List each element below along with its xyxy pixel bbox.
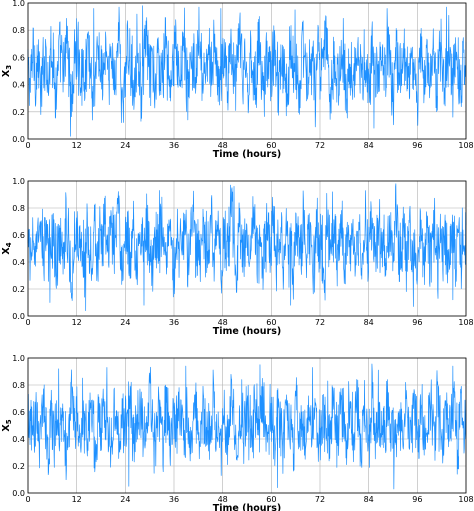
y-axis-subscript: 4 — [5, 242, 13, 247]
x-tick-label: 0 — [25, 318, 30, 327]
x-tick-label: 36 — [169, 495, 179, 504]
y-tick-labels: 0.0 0.2 0.4 0.6 0.8 1.0 — [12, 177, 25, 321]
y-tick-label: 0.0 — [12, 489, 25, 498]
chart-panel-x5: 0.00.20.40.60.81.0 0 12 24 36 48 60 72 84 96 108 … — [1, 354, 474, 511]
y-tick-label: 0.6 — [12, 53, 25, 62]
x-tick-label: 84 — [364, 141, 374, 150]
y-tick-label: 0.6 — [12, 231, 25, 240]
x-tick-label: 96 — [412, 318, 422, 327]
x-tick-label: 24 — [120, 495, 130, 504]
x-tick-label: 48 — [218, 495, 228, 504]
y-axis-symbol: X — [1, 69, 12, 77]
series-line-x5 — [27, 363, 467, 490]
x-tick-labels: 0 12 24 36 48 60 72 84 96 108 — [25, 318, 473, 327]
x-tick-label: 0 — [25, 495, 30, 504]
plot-frame — [27, 357, 467, 494]
x-tick-label: 84 — [364, 495, 374, 504]
x-tick-label: 0 — [25, 141, 30, 150]
y-axis-title: X4 — [1, 242, 13, 254]
x-tick-label: 48 — [218, 318, 228, 327]
y-tick-label: 0.0 — [12, 135, 25, 144]
x-axis-title: Time (hours) — [213, 503, 281, 511]
x-tick-label: 108 — [458, 318, 473, 327]
x-tick-labels: 0 12 24 36 48 60 72 84 96 108 — [25, 141, 473, 150]
x-axis-title: Time (hours) — [213, 326, 281, 337]
x-tick-label: 96 — [412, 495, 422, 504]
chart-panel-x3: 0.00.20.40.60.81.0 0 12 24 36 48 60 72 84 96 108 … — [1, 0, 474, 160]
y-axis-subscript: 3 — [5, 65, 13, 70]
x-tick-labels: 0 12 24 36 48 60 72 84 96 108 — [25, 495, 473, 504]
y-tick-label: 0.4 — [12, 81, 25, 90]
y-axis-title: X3 — [1, 65, 13, 77]
x-tick-label: 72 — [315, 141, 325, 150]
x-tick-label: 48 — [218, 141, 228, 150]
x-tick-label: 72 — [315, 495, 325, 504]
x-tick-label: 36 — [169, 141, 179, 150]
x-tick-label: 12 — [72, 141, 82, 150]
y-axis-symbol: X — [1, 424, 12, 432]
plot-frame — [27, 2, 467, 140]
x-tick-label: 60 — [266, 318, 276, 327]
x-axis-title: Time (hours) — [213, 149, 281, 160]
x-tick-label: 24 — [120, 318, 130, 327]
y-tick-label: 0.6 — [12, 408, 25, 417]
y-tick-label: 1.0 — [12, 354, 25, 363]
y-tick-label: 0.4 — [12, 258, 25, 267]
x-tick-label: 12 — [72, 318, 82, 327]
y-tick-label: 1.0 — [12, 0, 25, 8]
y-tick-label: 0.0 — [12, 312, 25, 321]
y-tick-labels: 0.0 0.2 0.4 0.6 0.8 1.0 — [12, 354, 25, 498]
y-tick-label: 1.0 — [12, 177, 25, 186]
x-tick-label: 108 — [458, 141, 473, 150]
y-axis-subscript: 5 — [5, 419, 13, 424]
plot-frame — [27, 180, 467, 317]
x-tick-label: 12 — [72, 495, 82, 504]
y-tick-label: 0.8 — [12, 381, 25, 390]
x-tick-label: 84 — [364, 318, 374, 327]
y-tick-label: 0.8 — [12, 204, 25, 213]
y-tick-label: 0.2 — [12, 108, 25, 117]
y-axis-title: X5 — [1, 419, 13, 431]
y-axis-symbol: X — [1, 247, 12, 255]
y-tick-label: 0.8 — [12, 26, 25, 35]
y-tick-label: 0.2 — [12, 462, 25, 471]
series-line-x3 — [27, 5, 467, 137]
x-tick-label: 72 — [315, 318, 325, 327]
chart-panel-x4: 0.00.20.40.60.81.0 0 12 24 36 48 60 72 84 96 108 … — [1, 177, 474, 337]
series-line-x4 — [27, 183, 467, 311]
y-tick-labels: 0.0 0.2 0.4 0.6 0.8 1.0 — [12, 0, 25, 144]
x-tick-label: 24 — [120, 141, 130, 150]
x-tick-label: 60 — [266, 141, 276, 150]
y-tick-label: 0.4 — [12, 435, 25, 444]
y-tick-label: 0.2 — [12, 285, 25, 294]
x-tick-label: 60 — [266, 495, 276, 504]
x-tick-label: 108 — [458, 495, 473, 504]
x-tick-label: 36 — [169, 318, 179, 327]
x-tick-label: 96 — [412, 141, 422, 150]
